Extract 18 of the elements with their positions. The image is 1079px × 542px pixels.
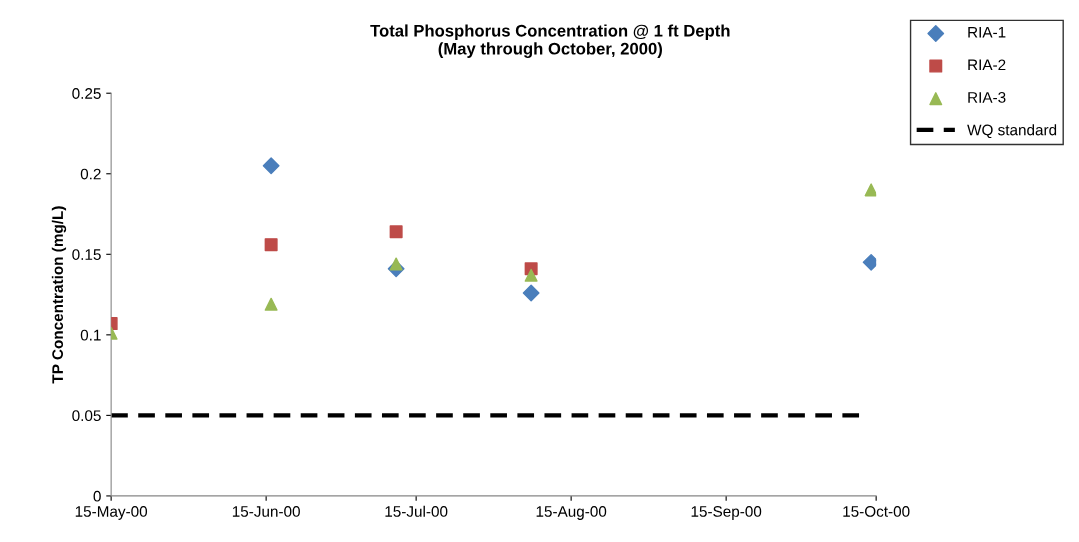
legend-label: RIA-1 — [968, 26, 1006, 38]
x-tick-label: 15-Oct-00 — [843, 506, 910, 517]
y-tick-label: 0.2 — [80, 168, 101, 180]
x-tick-label: 15-Aug-00 — [536, 506, 607, 520]
legend-label: WQ standard — [967, 124, 1057, 139]
y-tick-label: 0.05 — [72, 410, 101, 422]
legend-label: RIA-3 — [968, 91, 1006, 103]
y-tick-label: 0.1 — [80, 329, 101, 341]
y-tick-label: 0.15 — [72, 249, 101, 260]
y-axis-title: TP Concentration (mg/L) — [51, 206, 67, 384]
x-tick-label: 15-Jul-00 — [385, 505, 448, 517]
x-tick-label: 15-May-00 — [75, 506, 148, 520]
y-tick-label: 0 — [93, 490, 101, 502]
x-tick-label: 15-Jun-00 — [232, 506, 300, 517]
legend-label: RIA-2 — [968, 59, 1006, 71]
x-tick-label: 15-Sep-00 — [691, 506, 762, 520]
chart-title: Total Phosphorus Concentration @ 1 ft Depth (May through October, 2000) — [370, 24, 730, 58]
y-tick-label: 0.25 — [72, 88, 101, 99]
